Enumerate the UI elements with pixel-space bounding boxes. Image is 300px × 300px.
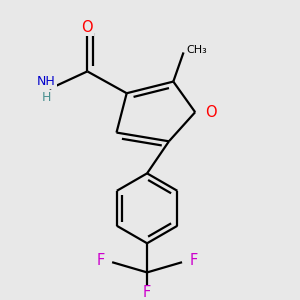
Text: CH₃: CH₃ bbox=[186, 44, 207, 55]
Text: F: F bbox=[143, 285, 151, 300]
Text: NH: NH bbox=[37, 75, 56, 88]
Text: F: F bbox=[96, 253, 105, 268]
Text: H: H bbox=[42, 91, 51, 103]
Text: F: F bbox=[190, 253, 198, 268]
Text: O: O bbox=[206, 105, 217, 120]
Text: O: O bbox=[82, 20, 93, 35]
